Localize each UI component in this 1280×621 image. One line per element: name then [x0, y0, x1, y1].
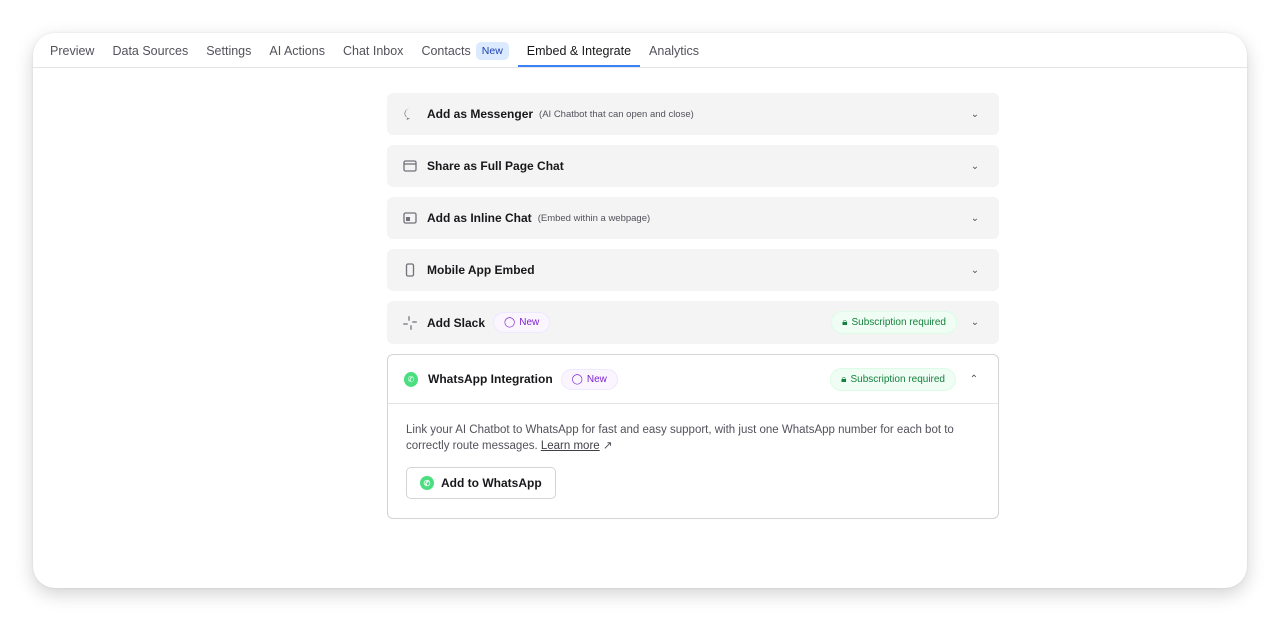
- whatsapp-body: Link your AI Chatbot to WhatsApp for fas…: [388, 404, 998, 518]
- tab-bar: Preview Data Sources Settings AI Actions…: [33, 33, 1247, 68]
- learn-more-link[interactable]: Learn more: [540, 440, 600, 452]
- section-full-page-chat[interactable]: Share as Full Page Chat ⌄: [387, 145, 999, 187]
- tab-preview[interactable]: Preview: [50, 44, 95, 58]
- inline-layout-icon: [403, 211, 417, 225]
- chevron-down-icon[interactable]: ⌄: [970, 160, 980, 172]
- lock-icon: 🔒︎: [841, 373, 847, 385]
- whatsapp-icon: ✆: [404, 371, 418, 387]
- chevron-down-icon[interactable]: ⌄: [970, 264, 980, 276]
- badge-label: Subscription required: [850, 373, 946, 385]
- button-label: Add to WhatsApp: [441, 476, 542, 490]
- section-slack[interactable]: Add Slack ◯ New 🔒︎ Subscription required ⌄: [387, 301, 999, 344]
- mobile-phone-icon: [403, 263, 417, 277]
- subscription-required-badge: 🔒︎ Subscription required: [831, 311, 957, 334]
- whatsapp-header[interactable]: ✆ WhatsApp Integration ◯ New 🔒︎ Subscripti…: [388, 355, 998, 404]
- check-circle-icon: ◯: [571, 373, 583, 385]
- tab-label: Contacts: [421, 44, 471, 58]
- new-badge: New: [475, 42, 509, 60]
- section-subtitle: (Embed within a webpage): [537, 212, 651, 224]
- badge-label: Subscription required: [851, 317, 947, 328]
- chevron-down-icon[interactable]: ⌄: [970, 212, 980, 224]
- tab-analytics[interactable]: Analytics: [649, 44, 700, 58]
- section-mobile-app[interactable]: Mobile App Embed ⌄: [387, 249, 999, 291]
- check-circle-icon: ◯: [504, 317, 516, 328]
- external-link-icon: ↗: [602, 440, 613, 452]
- slack-icon: [403, 315, 417, 330]
- add-to-whatsapp-button[interactable]: ✆ Add to WhatsApp: [406, 467, 556, 499]
- description-text: Link your AI Chatbot to WhatsApp for fas…: [406, 424, 954, 452]
- section-messenger[interactable]: Add as Messenger (AI Chatbot that can op…: [387, 93, 999, 135]
- subscription-required-badge: 🔒︎ Subscription required: [830, 367, 956, 391]
- badge-label: New: [519, 317, 540, 328]
- section-title: Add as Inline Chat: [427, 211, 532, 225]
- section-title: Add as Messenger: [427, 107, 534, 121]
- section-subtitle: (AI Chatbot that can open and close): [539, 108, 694, 120]
- section-title: Add Slack: [427, 315, 486, 330]
- badge-label: New: [586, 373, 607, 385]
- section-title: Mobile App Embed: [427, 263, 535, 277]
- tab-chat-inbox[interactable]: Chat Inbox: [342, 44, 404, 58]
- chevron-down-icon[interactable]: ⌄: [970, 108, 980, 120]
- section-title: WhatsApp Integration: [428, 372, 553, 386]
- main-card: Preview Data Sources Settings AI Actions…: [33, 33, 1247, 588]
- chevron-down-icon[interactable]: ⌄: [970, 317, 980, 328]
- section-whatsapp: ✆ WhatsApp Integration ◯ New 🔒︎ Subscripti…: [387, 354, 999, 519]
- integration-accordion: Add as Messenger (AI Chatbot that can op…: [387, 93, 999, 519]
- whatsapp-icon: ✆: [420, 476, 434, 490]
- chevron-up-icon[interactable]: ⌃: [969, 373, 979, 385]
- whatsapp-description: Link your AI Chatbot to WhatsApp for fas…: [406, 422, 980, 454]
- tab-settings[interactable]: Settings: [206, 44, 252, 58]
- chat-bubble-icon: [403, 107, 417, 121]
- section-inline-chat[interactable]: Add as Inline Chat (Embed within a webpa…: [387, 197, 999, 239]
- section-title: Share as Full Page Chat: [427, 159, 564, 173]
- new-badge: ◯ New: [493, 312, 551, 333]
- tab-contacts[interactable]: Contacts New: [412, 33, 517, 67]
- browser-window-icon: [403, 159, 417, 173]
- new-badge: ◯ New: [560, 368, 618, 390]
- tab-embed-integrate[interactable]: Embed & Integrate: [517, 33, 641, 67]
- tab-ai-actions[interactable]: AI Actions: [269, 44, 325, 58]
- tab-data-sources[interactable]: Data Sources: [112, 44, 189, 58]
- lock-icon: 🔒︎: [842, 317, 848, 328]
